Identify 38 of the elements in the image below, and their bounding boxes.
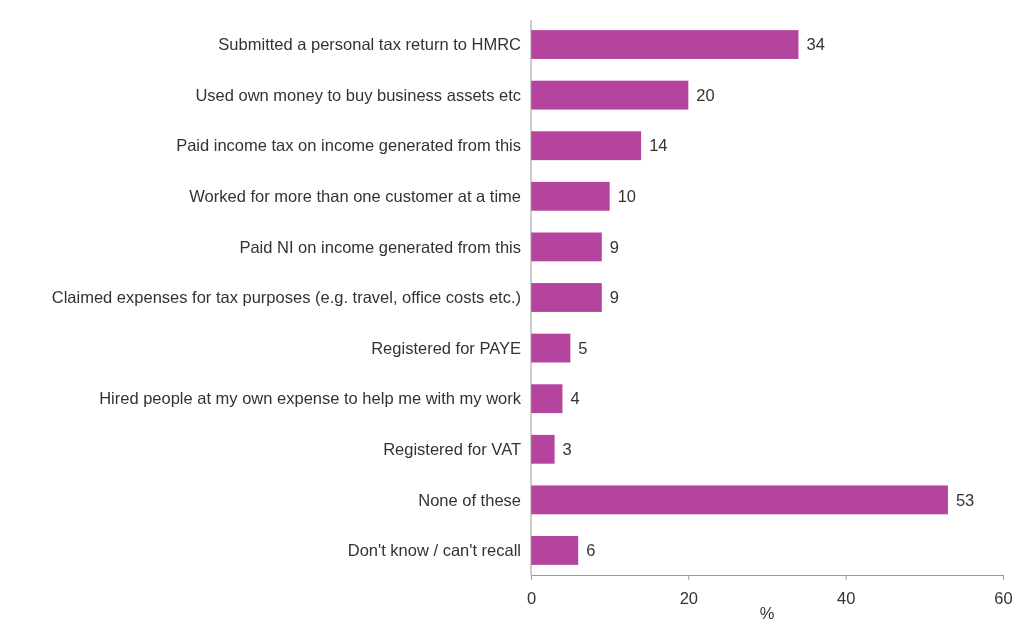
y-tick-label: Paid NI on income generated from this (239, 237, 521, 256)
x-tick-label: 40 (836, 588, 856, 607)
bar (531, 181, 610, 211)
data-label: 14 (649, 136, 668, 155)
data-label: 53 (955, 490, 975, 509)
y-tick-label: Registered for PAYE (371, 338, 521, 357)
bar (531, 232, 602, 262)
y-tick-label: Don't know / can't recall (347, 541, 521, 560)
bar (531, 30, 799, 59)
data-label: 20 (696, 85, 715, 104)
data-label: 9 (609, 288, 619, 307)
bar (531, 333, 571, 363)
y-tick-label: Worked for more than one customer at a time (189, 187, 521, 206)
bar (531, 283, 602, 312)
bar (531, 434, 555, 464)
y-tick-label: Hired people at my own expense to help me with my work (99, 389, 522, 408)
x-tick-label: 20 (679, 588, 699, 607)
bar (531, 131, 642, 161)
data-label: 5 (578, 338, 588, 357)
data-label: 34 (806, 35, 825, 54)
bar (531, 536, 579, 565)
x-axis-title: % (759, 604, 775, 622)
y-tick-label: Paid income tax on income generated from this (176, 136, 521, 155)
data-label: 9 (609, 237, 619, 256)
data-label: 3 (562, 440, 572, 459)
data-label: 4 (570, 389, 580, 408)
x-tick-label: 60 (994, 588, 1013, 607)
y-tick-label: Submitted a personal tax return to HMRC (218, 35, 522, 54)
data-label: 6 (586, 541, 596, 560)
bar (531, 384, 563, 414)
data-label: 10 (617, 187, 637, 206)
bar (531, 80, 689, 110)
y-tick-label: None of these (418, 490, 521, 509)
y-tick-label: Registered for VAT (383, 440, 521, 459)
bar (531, 485, 948, 515)
x-tick-label: 0 (526, 588, 537, 607)
y-tick-label: Claimed expenses for tax purposes (e.g. travel, office costs etc.) (51, 288, 521, 307)
y-tick-label: Used own money to buy business assets etc (195, 85, 521, 104)
